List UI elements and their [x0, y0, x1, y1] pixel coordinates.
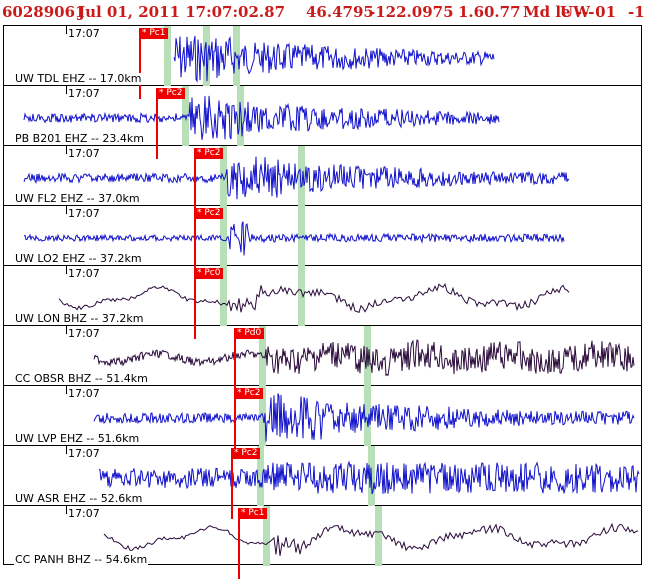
- time-label: 17:07: [68, 207, 100, 220]
- event-magnitude: 0.77: [484, 3, 521, 21]
- phase-pick-marker[interactable]: * Pc2: [231, 448, 261, 519]
- time-tick: [66, 326, 67, 334]
- time-tick: [66, 86, 67, 94]
- event-datetime: Jul 01, 2011 17:07:02.87: [78, 3, 286, 21]
- event-id: 60289061: [2, 3, 86, 21]
- time-label: 17:07: [68, 267, 100, 280]
- waveform: [23, 206, 565, 266]
- trace-panel: 17:07 * Pc1 CC PANH BHZ -- 54.6km: [4, 506, 641, 579]
- phase-window-band: [220, 146, 227, 206]
- station-label: UW FL2 EHZ -- 37.0km: [14, 192, 141, 205]
- time-tick: [66, 506, 67, 514]
- seismic-trace: [23, 156, 570, 200]
- phase-pick-marker[interactable]: * Pc1: [238, 508, 268, 579]
- event-depth: 1.6: [458, 3, 485, 21]
- seismogram-panels: 17:07 * Pc1 UW TDL EHZ -- 17.0km 17:07 * Pc2…: [3, 25, 642, 579]
- seismic-trace: [173, 35, 495, 83]
- trace-panel: 17:07 * Pc2 UW ASR EHZ -- 52.6km: [4, 446, 641, 519]
- station-label: UW ASR EHZ -- 52.6km: [14, 492, 144, 505]
- event-flag: -1: [628, 3, 645, 21]
- station-label: PB B201 EHZ -- 23.4km: [14, 132, 145, 145]
- seismic-trace: [98, 460, 640, 495]
- phase-pick-marker[interactable]: * Pc0: [194, 268, 224, 339]
- time-label: 17:07: [68, 87, 100, 100]
- trace-panel: 17:07 * Pc0 UW LON BHZ -- 37.2km: [4, 266, 641, 339]
- trace-panel: 17:07 * Pc2 UW LO2 EHZ -- 37.2km: [4, 206, 641, 279]
- trace-panel: 17:07 * Pc2 PB B201 EHZ -- 23.4km: [4, 86, 641, 159]
- seismic-trace: [23, 95, 500, 140]
- station-label: CC OBSR BHZ -- 51.4km: [14, 372, 149, 385]
- event-latitude: 46.4795: [306, 3, 374, 21]
- phase-window-band: [375, 506, 382, 566]
- phase-pick-marker[interactable]: * Pc2: [234, 388, 264, 459]
- station-label: CC PANH BHZ -- 54.6km: [14, 553, 149, 566]
- waveform: [98, 446, 640, 506]
- seismic-trace: [93, 339, 635, 377]
- time-label: 17:07: [68, 507, 100, 520]
- event-mag-type: Md le ---: [523, 3, 595, 21]
- phase-window-band: [298, 266, 305, 326]
- station-label: UW TDL EHZ -- 17.0km: [14, 72, 143, 85]
- waveform: [23, 146, 570, 206]
- event-network: UW 01: [560, 3, 617, 21]
- phase-pick-marker[interactable]: * Pc1: [139, 28, 169, 99]
- time-tick: [66, 446, 67, 454]
- station-label: UW LVP EHZ -- 51.6km: [14, 432, 141, 445]
- time-tick: [66, 26, 67, 34]
- event-longitude: -122.0975: [369, 3, 454, 21]
- time-label: 17:07: [68, 447, 100, 460]
- phase-window-band: [298, 146, 305, 206]
- seismic-trace: [58, 283, 570, 313]
- phase-pick-marker[interactable]: * Pc2: [194, 148, 224, 219]
- waveform: [93, 326, 635, 386]
- station-label: UW LON BHZ -- 37.2km: [14, 312, 145, 325]
- time-label: 17:07: [68, 27, 100, 40]
- time-tick: [66, 386, 67, 394]
- seismic-trace: [93, 393, 635, 442]
- phase-window-band: [263, 506, 270, 566]
- time-tick: [66, 206, 67, 214]
- seismic-trace: [103, 522, 639, 556]
- phase-window-band: [237, 86, 244, 146]
- phase-window-band: [220, 266, 227, 326]
- trace-panel: 17:07 * Pd0 CC OBSR BHZ -- 51.4km: [4, 326, 641, 399]
- phase-window-band: [298, 206, 305, 266]
- time-tick: [66, 266, 67, 274]
- trace-panel: 17:07 * Pc2 UW FL2 EHZ -- 37.0km: [4, 146, 641, 219]
- trace-panel: 17:07 * Pc2 UW LVP EHZ -- 51.6km: [4, 386, 641, 459]
- event-header: 60289061 Jul 01, 2011 17:07:02.87 46.479…: [0, 0, 645, 25]
- trace-panel: 17:07 * Pc1 UW TDL EHZ -- 17.0km: [4, 26, 641, 99]
- phase-pick-marker[interactable]: * Pc2: [156, 88, 186, 159]
- phase-window-band: [164, 26, 171, 86]
- waveform: [23, 86, 500, 146]
- time-label: 17:07: [68, 327, 100, 340]
- phase-pick-marker[interactable]: * Pd0: [234, 328, 265, 399]
- waveform: [103, 506, 639, 566]
- time-tick: [66, 146, 67, 154]
- waveform: [93, 386, 635, 446]
- waveform: [58, 266, 570, 326]
- seismic-trace: [23, 221, 565, 256]
- time-label: 17:07: [68, 387, 100, 400]
- phase-window-band: [364, 386, 371, 446]
- waveform: [164, 26, 495, 86]
- phase-window-band: [257, 446, 264, 506]
- phase-window-band: [220, 206, 227, 266]
- time-label: 17:07: [68, 147, 100, 160]
- phase-pick-marker[interactable]: * Pc2: [194, 208, 224, 279]
- station-label: UW LO2 EHZ -- 37.2km: [14, 252, 143, 265]
